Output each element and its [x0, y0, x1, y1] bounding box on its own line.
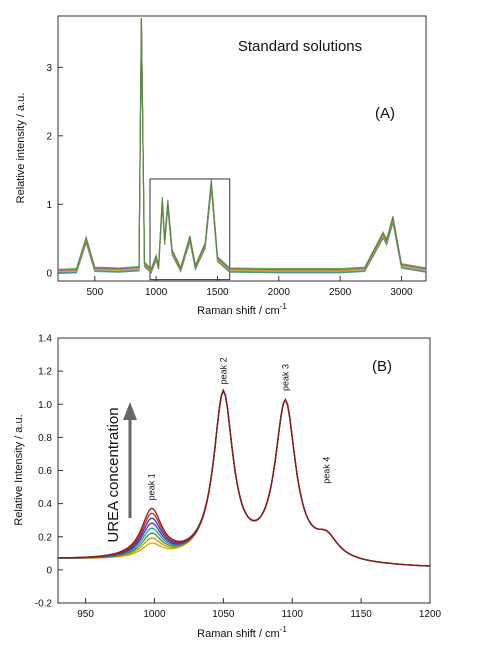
panel-a-x-tick-label: 2000: [268, 287, 291, 298]
panel-a-y-tick-label: 2: [46, 131, 52, 142]
panel-b-x-tick-label: 1000: [143, 609, 166, 620]
peak-label: peak 1: [147, 473, 157, 500]
panel-b-x-tick-label: 1100: [281, 609, 303, 620]
panel-a-x-tick-label: 3000: [390, 287, 413, 298]
panel-a-label: (A): [375, 105, 395, 122]
panel-b-spectrum-line: [57, 388, 431, 567]
panel-a-x-axis-label-sup: -1: [280, 302, 288, 311]
peak-label: peak 4: [322, 457, 332, 484]
panel-b: -0.2 0 0.2 0.4 0.6 0.8 1.0 1.2 1.4 950 1000 1050 11…: [13, 334, 442, 641]
panel-b-series: [57, 388, 431, 567]
panel-a-plot-area: [57, 15, 427, 282]
panel-b-y-tick-label: 0.4: [38, 499, 52, 510]
panel-b-x-tick-label: 1150: [350, 609, 372, 620]
concentration-arrow: [123, 402, 137, 518]
panel-a-y-tick-label: 3: [46, 63, 52, 74]
panel-b-y-tick-label: 1.4: [38, 334, 52, 345]
panel-b-peak-labels: peak 1 peak 2 peak 3 peak 4: [147, 357, 332, 500]
panel-a-y-tick-label: 0: [46, 268, 52, 279]
panel-a-y-axis-label: Relative intensity / a.u.: [15, 93, 27, 204]
panel-a-x-axis-label-main: Raman shift / cm: [197, 305, 280, 317]
panel-a: 0 1 2 3 500 1000 1500 2000 2500 3000 Standard so…: [15, 15, 427, 317]
panel-a-y-tick-label: 1: [46, 200, 52, 211]
peak-label: peak 2: [218, 357, 228, 384]
panel-b-x-tick-label: 950: [77, 609, 94, 620]
panel-b-label: (B): [372, 358, 392, 375]
panel-b-x-axis-label: Raman shift / cm-1: [197, 625, 287, 640]
panel-b-y-tick-label: -0.2: [35, 599, 53, 610]
peak-label: peak 3: [280, 364, 290, 391]
panel-b-y-tick-label: 0.8: [38, 433, 52, 444]
panel-a-spectrum-line: [57, 18, 427, 271]
panel-a-x-tick-label: 1500: [206, 287, 229, 298]
panel-b-y-tick-label: 1.0: [38, 400, 52, 411]
panel-a-series: [57, 18, 427, 275]
panel-a-x-tick-label: 500: [86, 287, 103, 298]
panel-b-x-ticks: 950 1000 1050 1100 1150 1200: [77, 598, 442, 620]
panel-a-spectrum-line: [57, 18, 427, 273]
panel-b-y-tick-label: 0.6: [38, 466, 52, 477]
panel-a-spectrum-line: [57, 18, 427, 274]
panel-b-x-tick-label: 1050: [212, 609, 235, 620]
panel-a-x-tick-label: 2500: [329, 287, 352, 298]
panel-a-spectrum-line: [57, 18, 427, 272]
panel-b-x-axis-label-main: Raman shift / cm: [197, 628, 280, 640]
urea-concentration-label: UREA concentration: [105, 407, 122, 542]
panel-b-x-axis-label-sup: -1: [280, 625, 288, 634]
panel-a-y-ticks: 0 1 2 3: [46, 63, 63, 279]
panel-a-title: Standard solutions: [238, 38, 362, 55]
panel-a-x-ticks: 500 1000 1500 2000 2500 3000: [86, 276, 413, 298]
panel-a-spectrum-line: [57, 18, 427, 275]
panel-a-x-tick-label: 1000: [145, 287, 168, 298]
panel-b-x-tick-label: 1200: [419, 609, 442, 620]
panel-a-spectrum-line: [57, 18, 427, 270]
panel-a-zoom-box: [149, 178, 231, 281]
panel-b-y-tick-label: 0: [46, 565, 52, 576]
panel-b-y-tick-label: 1.2: [38, 367, 52, 378]
panel-a-x-axis-label: Raman shift / cm-1: [197, 302, 287, 317]
concentration-arrow-head: [123, 402, 137, 420]
panel-b-y-ticks: -0.2 0 0.2 0.4 0.6 0.8 1.0 1.2 1.4: [35, 334, 63, 610]
panel-b-y-axis-label: Relative Intensity / a.u.: [13, 414, 25, 525]
panel-b-y-tick-label: 0.2: [38, 532, 52, 543]
